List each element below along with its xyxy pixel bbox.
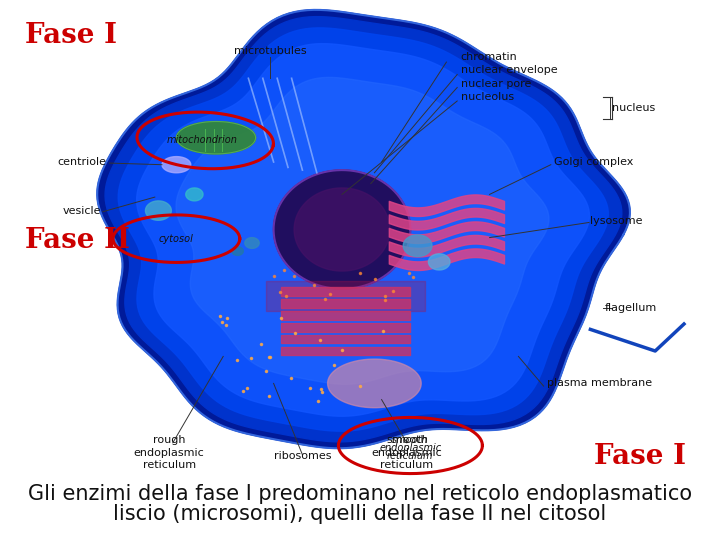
Text: endoplasmic: endoplasmic (134, 448, 204, 457)
Polygon shape (97, 10, 630, 448)
Polygon shape (232, 247, 243, 255)
Text: nuclear envelope: nuclear envelope (461, 65, 557, 75)
Text: rough: rough (153, 435, 186, 445)
Text: Gli enzimi della fase I predominano nel reticolo endoplasmatico: Gli enzimi della fase I predominano nel … (28, 484, 692, 504)
Polygon shape (137, 44, 590, 416)
Text: lysosome: lysosome (590, 217, 643, 226)
Text: Fase I: Fase I (25, 22, 117, 49)
Text: vesicle: vesicle (63, 206, 101, 215)
Text: endoplasmic: endoplasmic (379, 443, 441, 453)
Polygon shape (245, 238, 259, 248)
Text: plasma membrane: plasma membrane (547, 379, 652, 388)
Text: chromatin: chromatin (461, 52, 518, 62)
Text: reticulum: reticulum (380, 460, 433, 470)
Text: reticulum: reticulum (387, 451, 433, 461)
Text: ribosomes: ribosomes (274, 451, 331, 461)
Polygon shape (294, 188, 390, 271)
Text: nucleus: nucleus (612, 103, 655, 113)
Polygon shape (274, 170, 410, 289)
Text: Fase II: Fase II (25, 227, 130, 254)
Text: cytosol: cytosol (159, 234, 194, 244)
Polygon shape (403, 235, 432, 256)
Text: nuclear pore: nuclear pore (461, 79, 531, 89)
Text: liscio (microsomi), quelli della fase II nel citosol: liscio (microsomi), quelli della fase II… (113, 504, 607, 524)
Polygon shape (176, 77, 549, 384)
Polygon shape (145, 201, 171, 220)
Text: Golgi complex: Golgi complex (554, 157, 634, 167)
Polygon shape (162, 157, 191, 173)
Text: mitochondrion: mitochondrion (166, 136, 237, 145)
Polygon shape (176, 122, 256, 154)
Polygon shape (428, 254, 450, 270)
Text: microtubules: microtubules (234, 46, 306, 56)
Polygon shape (328, 359, 421, 408)
Text: endoplasmic: endoplasmic (372, 448, 442, 457)
Text: Fase I: Fase I (594, 443, 686, 470)
Polygon shape (186, 188, 203, 201)
Text: smooth: smooth (392, 435, 428, 445)
Text: reticulum: reticulum (143, 460, 196, 470)
Text: flagellum: flagellum (605, 303, 657, 313)
Text: centriole: centriole (58, 157, 107, 167)
Polygon shape (105, 17, 622, 442)
Text: nucleolus: nucleolus (461, 92, 514, 102)
Polygon shape (118, 28, 608, 431)
Text: smooth: smooth (386, 435, 428, 445)
